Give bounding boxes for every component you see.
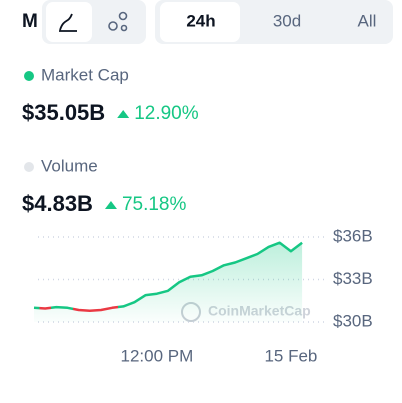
metric-label: Volume <box>41 156 98 175</box>
truncated-title: M <box>22 11 38 32</box>
x-tick-label: 12:00 PM <box>120 346 193 365</box>
x-tick-label: 15 Feb <box>264 346 317 365</box>
selected-tab-bg <box>160 2 240 42</box>
metric-value: $35.05B <box>22 100 105 125</box>
range-tab[interactable]: All <box>358 11 377 30</box>
y-tick-label: $36B <box>333 226 373 245</box>
metric-label: Market Cap <box>41 65 129 84</box>
y-tick-label: $30B <box>333 311 373 330</box>
metric-change: 12.90% <box>134 103 199 124</box>
y-tick-label: $33B <box>333 269 373 288</box>
range-tab[interactable]: 30d <box>273 11 301 30</box>
up-arrow <box>117 110 130 118</box>
range-tab[interactable]: 24h <box>186 11 215 30</box>
line-icon <box>59 13 77 32</box>
legend-dot <box>24 71 34 81</box>
metric-change: 75.18% <box>122 194 187 215</box>
line-view-button[interactable] <box>46 2 92 42</box>
legend-dot <box>24 162 34 172</box>
up-arrow <box>104 201 117 209</box>
metric-value: $4.83B <box>22 191 93 216</box>
bubble-view-button[interactable] <box>108 11 128 32</box>
price-line <box>33 241 303 312</box>
